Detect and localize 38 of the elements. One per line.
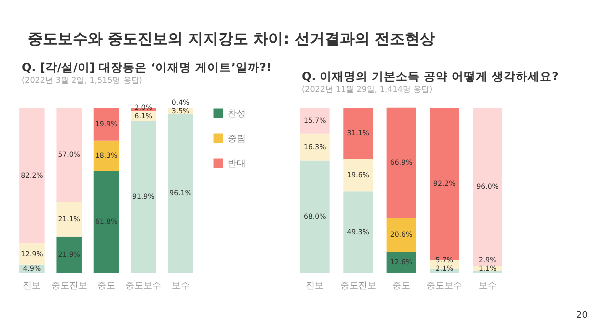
text: 중도보수와 중도진보의 지지강도 차이: 선거결과의 전조현상: [28, 30, 436, 49]
x-tick-label: 중도보수: [426, 282, 463, 292]
bar: [300, 134, 330, 161]
bar: [344, 192, 374, 273]
x-tick-label: 중도보수: [126, 282, 162, 292]
bar: [168, 114, 194, 273]
x-tick-label: 보수: [172, 282, 190, 292]
bar: [56, 236, 82, 273]
x-tick-label: 보수: [478, 282, 497, 292]
bar: [20, 108, 45, 244]
x-tick-label: 중도: [98, 282, 116, 292]
text: 20: [576, 311, 588, 321]
legend-label: 찬성: [228, 110, 246, 120]
bar: [300, 160, 330, 273]
chart-title: Q. [각/설/이] 대장동은 ‘이재명 게이트’일까?!: [22, 60, 272, 74]
bar: [386, 218, 416, 252]
x-tick-label: 중도: [392, 282, 410, 292]
x-tick-label: 중도진보: [51, 282, 88, 292]
x-tick-label: 진보: [306, 282, 324, 292]
bar: [56, 108, 82, 202]
bar: [94, 171, 120, 273]
x-tick-label: 진보: [23, 282, 42, 292]
bar: [56, 202, 82, 237]
legend-label: 중립: [228, 134, 246, 144]
bar: [386, 108, 416, 218]
x-tick-label: 중도진보: [340, 282, 376, 292]
bar: [131, 121, 156, 273]
bar: [300, 108, 330, 134]
legend-label: 반대: [228, 160, 246, 170]
bar: [344, 108, 374, 160]
bar: [344, 159, 374, 192]
chart-title: Q. 이재명의 기본소득 공약 어떻게 생각하세요?: [302, 69, 559, 84]
chart-subtitle: (2022년 11월 29일, 1,414명 응답): [302, 84, 433, 94]
bar: [20, 244, 45, 265]
bar: [473, 108, 503, 266]
bar: [94, 140, 120, 172]
bar: [94, 108, 120, 141]
chart-subtitle: (2022년 3월 2일, 1,515명 응답): [22, 76, 142, 85]
